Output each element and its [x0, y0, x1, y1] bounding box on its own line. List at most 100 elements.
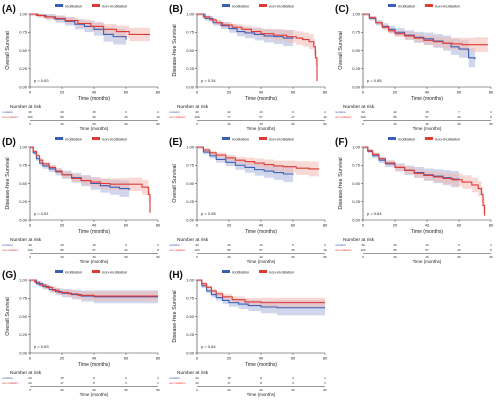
y-axis-title: Overall Survival — [5, 31, 11, 70]
legend: motilation non-motilation — [55, 4, 127, 9]
y-tick-label: 0.50 — [19, 314, 28, 319]
risk-value: 15 — [92, 243, 96, 247]
legend: motilation non-motilation — [55, 270, 127, 275]
risk-table-title: Number at risk — [343, 104, 375, 110]
risk-row-label: non-motilation — [335, 115, 352, 119]
x-tick-label: 60 — [124, 356, 129, 361]
x-tick-label: 60 — [124, 90, 129, 95]
x-tick-label: 60 — [457, 90, 462, 95]
risk-row-label: motilation — [169, 243, 181, 247]
y-tick-label: 0.25 — [186, 332, 195, 337]
risk-value: 80 — [60, 248, 64, 252]
risk-x-tick-label: 20 — [60, 388, 64, 392]
survival-curve-motilation — [30, 13, 127, 40]
x-axis-title: Time (months) — [245, 362, 277, 368]
risk-value: 57 — [259, 115, 263, 119]
legend-swatch-motilation — [55, 4, 63, 7]
risk-x-axis-title: Time (months) — [247, 392, 276, 397]
risk-x-tick-label: 80 — [156, 388, 160, 392]
x-tick-label: 0 — [196, 90, 199, 95]
risk-value: 100 — [360, 115, 365, 119]
legend-swatch-non-motilation — [259, 4, 267, 7]
risk-x-tick-label: 20 — [227, 388, 231, 392]
risk-row-label: non-motilation — [2, 115, 19, 119]
p-value: p = 0.64 — [201, 344, 216, 349]
risk-value: 2 — [490, 243, 492, 247]
risk-value: 2 — [324, 243, 326, 247]
survival-curve-non-motilation — [30, 279, 158, 297]
risk-value: 20 — [60, 110, 64, 114]
legend: motilation non-motilation — [388, 4, 460, 9]
x-tick-label: 20 — [227, 223, 232, 228]
x-tick-label: 40 — [425, 223, 430, 228]
y-tick-label: 0.75 — [186, 296, 195, 301]
y-tick-label: 1.00 — [19, 11, 28, 16]
x-tick-label: 20 — [227, 356, 232, 361]
risk-value: 22 — [124, 248, 128, 252]
risk-x-axis-title: Time (months) — [247, 259, 276, 264]
legend-label-non-motilation: non-motilation — [435, 137, 460, 142]
legend-swatch-non-motilation — [425, 137, 433, 140]
risk-x-tick-label: 0 — [196, 255, 198, 259]
p-value: p = 0.08 — [201, 211, 216, 216]
ci-band-non-motilation — [30, 14, 150, 43]
x-axis-title: Time (months) — [411, 229, 443, 235]
x-tick-label: 20 — [60, 223, 65, 228]
risk-value: 2 — [157, 110, 159, 114]
x-tick-label: 60 — [291, 223, 296, 228]
risk-value: 100 — [27, 248, 32, 252]
legend-label-non-motilation: non-motilation — [269, 4, 294, 9]
panel-label: (F) — [335, 137, 348, 148]
risk-value: 15 — [425, 110, 429, 114]
risk-value: 100 — [27, 115, 32, 119]
risk-value: 7 — [458, 110, 460, 114]
risk-value: 80 — [393, 248, 397, 252]
risk-x-tick-label: 80 — [156, 255, 160, 259]
risk-value: 77 — [227, 115, 231, 119]
risk-x-tick-label: 0 — [196, 122, 198, 126]
risk-row-label: non-motilation — [2, 381, 19, 385]
x-tick-label: 40 — [425, 90, 430, 95]
p-value: p = 0.34 — [201, 78, 216, 83]
risk-value: 3 — [125, 381, 127, 385]
ci-band-non-motilation — [363, 14, 488, 53]
risk-value: 6 — [125, 110, 127, 114]
x-tick-label: 20 — [393, 223, 398, 228]
risk-x-tick-label: 0 — [196, 388, 198, 392]
x-tick-label: 0 — [362, 90, 365, 95]
y-tick-label: 0.25 — [19, 66, 28, 71]
x-tick-label: 20 — [393, 90, 398, 95]
legend-swatch-non-motilation — [92, 4, 100, 7]
legend-label-motilation: motilation — [398, 4, 415, 9]
x-tick-label: 40 — [92, 90, 97, 95]
y-tick-label: 0.75 — [352, 163, 361, 168]
risk-x-tick-label: 40 — [259, 122, 263, 126]
risk-value: 9 — [490, 248, 492, 252]
y-tick-label: 0.50 — [19, 48, 28, 53]
y-axis-title: Overall Survival — [172, 164, 178, 203]
risk-value: 5 — [292, 243, 294, 247]
risk-x-tick-label: 80 — [323, 255, 327, 259]
risk-value: 15 — [92, 110, 96, 114]
y-tick-label: 0.50 — [19, 181, 28, 186]
risk-x-tick-label: 20 — [227, 255, 231, 259]
legend: motilation non-motilation — [222, 4, 294, 9]
risk-value: 8 — [93, 381, 95, 385]
risk-value: 2 — [490, 110, 492, 114]
risk-value: 13 — [425, 243, 429, 247]
ci-band-non-motilation — [197, 147, 319, 178]
risk-x-tick-label: 0 — [362, 122, 364, 126]
risk-x-tick-label: 20 — [227, 122, 231, 126]
risk-table-title: Number at risk — [177, 370, 209, 376]
y-tick-label: 0.75 — [19, 30, 28, 35]
risk-value: 13 — [259, 110, 263, 114]
x-tick-label: 0 — [29, 223, 32, 228]
x-tick-label: 80 — [323, 356, 328, 361]
legend-label-motilation: motilation — [65, 4, 82, 9]
y-axis-title: Disease-free Survival — [5, 157, 11, 209]
risk-value: 30 — [195, 243, 199, 247]
risk-value: 1 — [157, 376, 159, 380]
